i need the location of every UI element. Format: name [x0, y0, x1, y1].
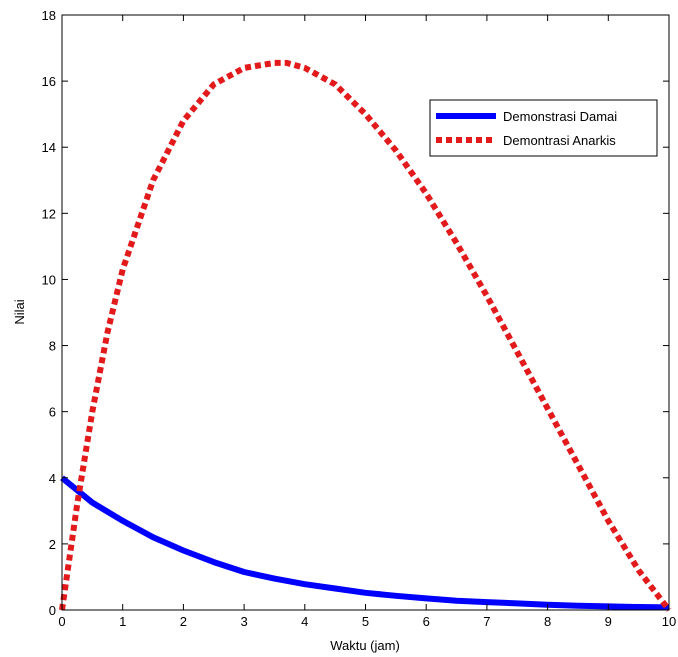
x-tick-label: 0 [58, 614, 65, 629]
x-tick-label: 6 [423, 614, 430, 629]
x-tick-label: 9 [605, 614, 612, 629]
y-axis-title: Nilai [12, 299, 27, 324]
x-tick-label: 7 [483, 614, 490, 629]
x-tick-label: 2 [180, 614, 187, 629]
legend-box [429, 99, 658, 157]
y-tick-label: 14 [42, 140, 56, 155]
series-line-1 [59, 59, 672, 612]
x-tick-label: 1 [119, 614, 126, 629]
series-line-0 [60, 475, 670, 611]
y-tick-label: 18 [42, 8, 56, 23]
x-axis-ticks: 0 1 2 3 4 5 6 7 8 9 10 [58, 15, 676, 629]
y-tick-label: 4 [49, 471, 56, 486]
legend: Demonstrasi Damai Demontrasi Anarkis [429, 99, 658, 157]
y-tick-label: 0 [49, 603, 56, 618]
x-tick-label: 3 [240, 614, 247, 629]
y-axis-ticks: 0 2 4 6 8 10 12 14 16 18 [42, 8, 669, 618]
y-tick-label: 12 [42, 206, 56, 221]
legend-label-anarkis: Demontrasi Anarkis [503, 133, 616, 148]
series-layer [59, 59, 672, 612]
legend-label-damai: Demonstrasi Damai [503, 109, 617, 124]
x-tick-label: 8 [544, 614, 551, 629]
x-axis-title: Waktu (jam) [330, 638, 400, 653]
y-tick-label: 8 [49, 339, 56, 354]
y-tick-label: 16 [42, 74, 56, 89]
x-tick-label: 4 [301, 614, 308, 629]
x-tick-label: 5 [362, 614, 369, 629]
y-tick-label: 6 [49, 405, 56, 420]
y-tick-label: 2 [49, 537, 56, 552]
y-tick-label: 10 [42, 272, 56, 287]
x-tick-label: 10 [662, 614, 676, 629]
